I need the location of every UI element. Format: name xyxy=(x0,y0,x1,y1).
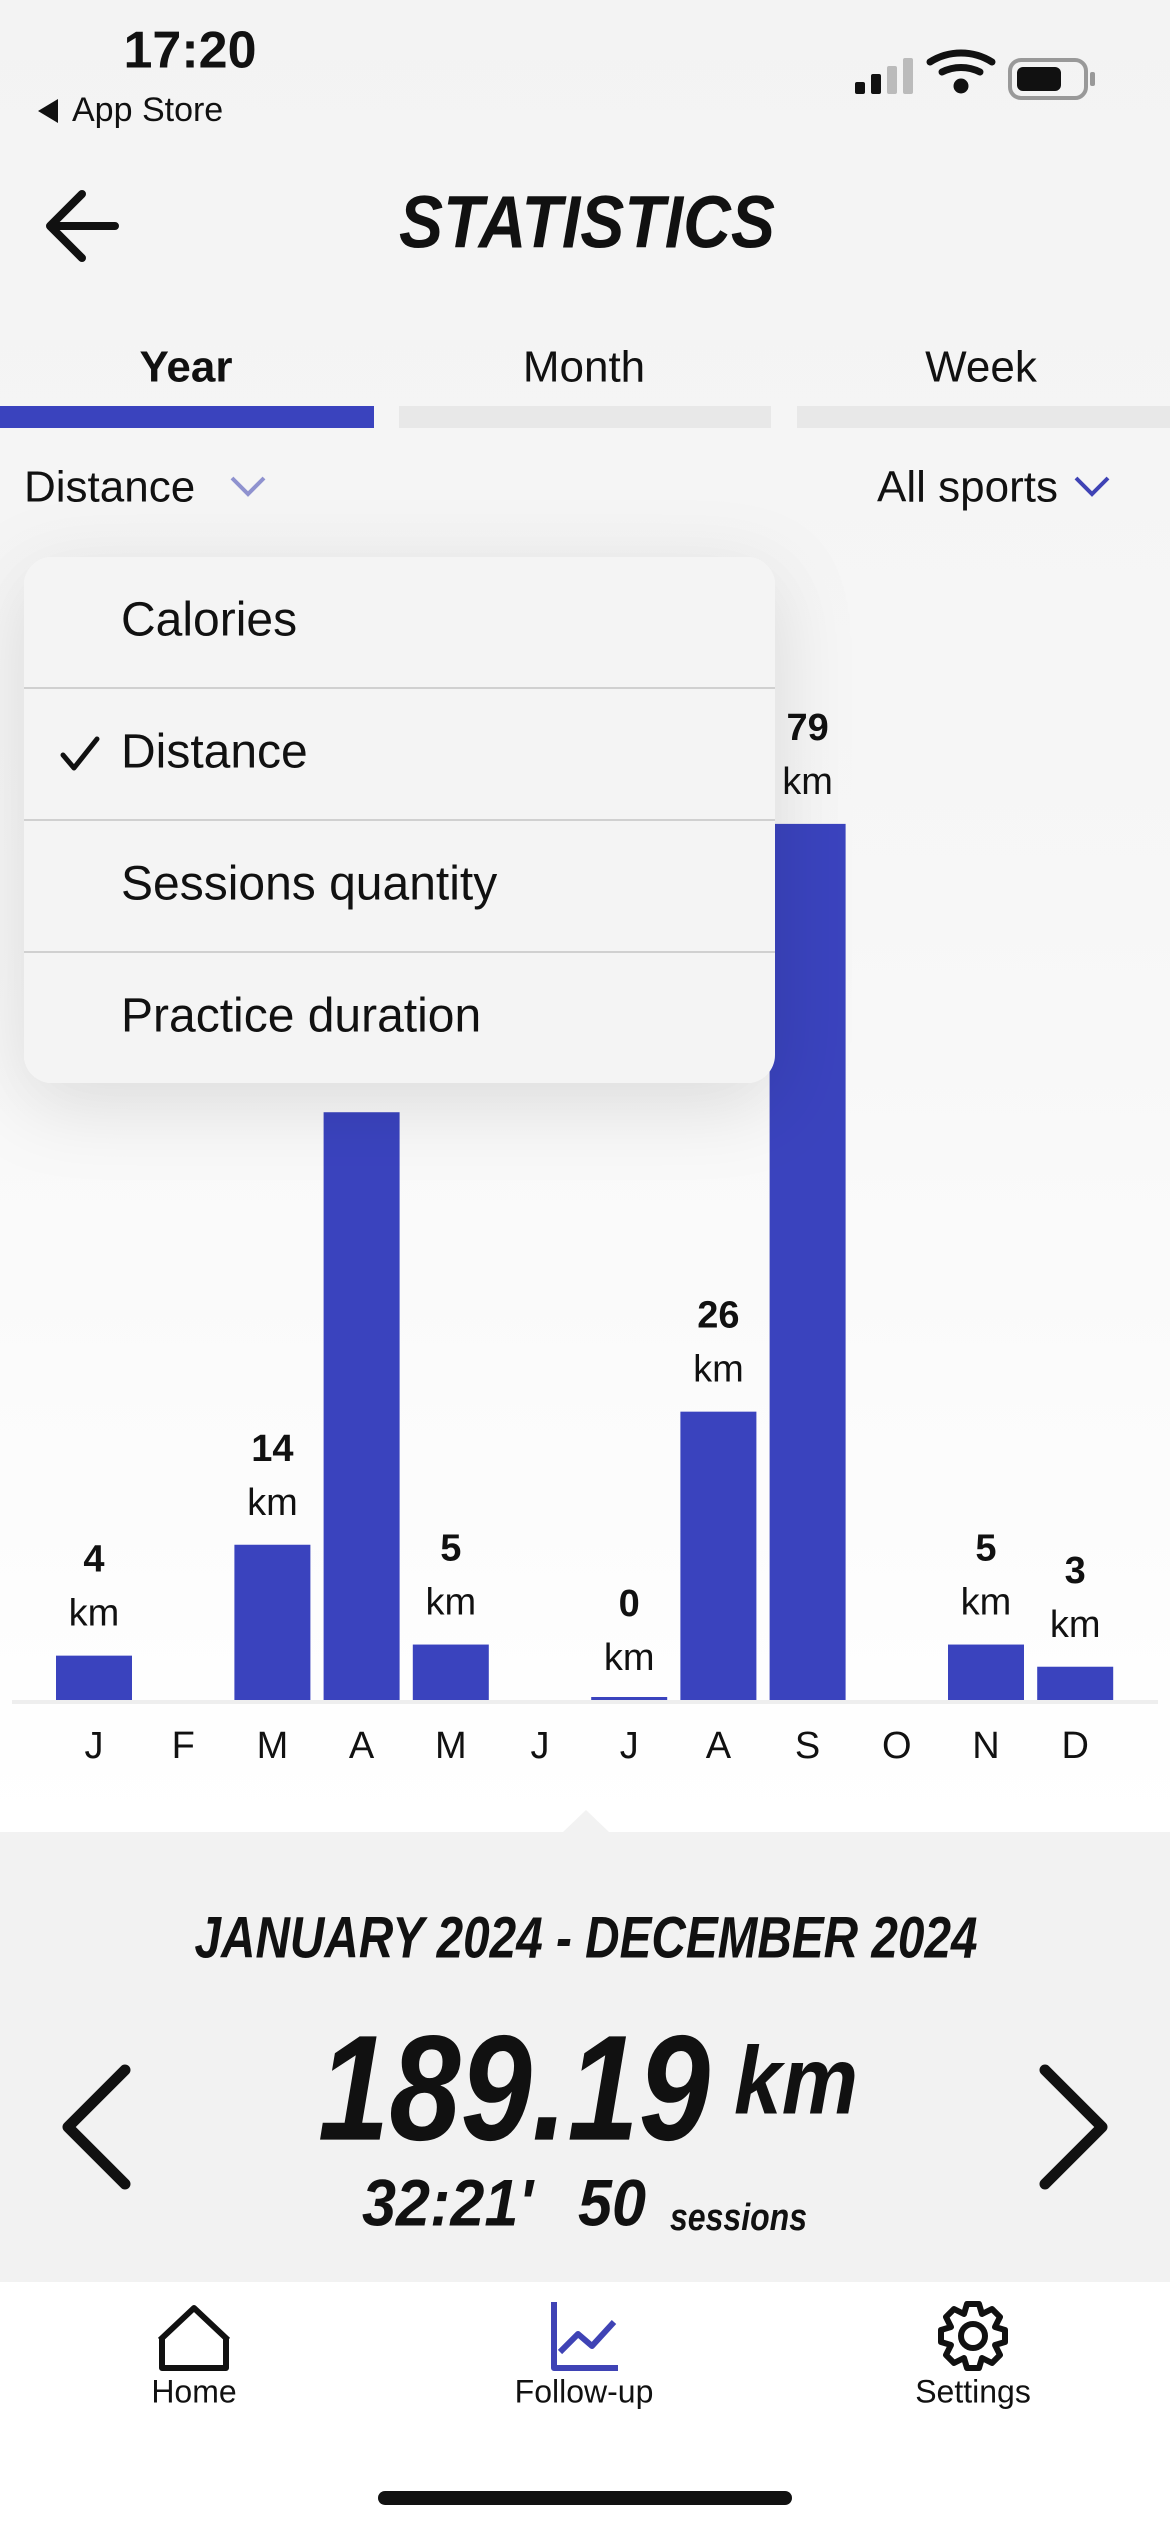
summary-notch xyxy=(562,1810,610,1833)
total-unit: km xyxy=(734,2027,858,2134)
next-button[interactable] xyxy=(1039,2064,1108,2190)
sessions-count: 50 xyxy=(578,2165,646,2239)
data-label-unit: km xyxy=(247,1482,298,1524)
data-label-unit: km xyxy=(69,1593,120,1635)
x-tick-label: A xyxy=(349,1725,375,1767)
x-tick-label: S xyxy=(795,1725,820,1767)
dropdown: Calories Distance Sessions quantity Prac… xyxy=(24,557,775,1083)
x-tick-label: J xyxy=(531,1725,550,1767)
follow-up-icon[interactable] xyxy=(551,2302,618,2371)
total-distance: 189.19 xyxy=(318,2004,710,2172)
tab[interactable]: Year xyxy=(140,343,233,392)
bar xyxy=(1037,1666,1114,1700)
sessions-unit: sessions xyxy=(670,2197,807,2239)
bar xyxy=(412,1644,489,1700)
back-button[interactable] xyxy=(46,190,119,262)
data-label: 26 xyxy=(697,1295,739,1337)
nav-label[interactable]: Follow-up xyxy=(515,2373,654,2409)
data-label: 5 xyxy=(440,1528,461,1570)
x-tick-label: J xyxy=(620,1725,639,1767)
chevron xyxy=(1074,476,1110,497)
data-label-unit: km xyxy=(693,1349,744,1391)
tab-indicator xyxy=(399,406,771,428)
metric-filter[interactable]: Distance xyxy=(24,463,195,512)
dropdown-item[interactable]: Practice duration xyxy=(121,990,481,1043)
x-tick-label: J xyxy=(85,1725,104,1767)
chevron xyxy=(230,476,266,497)
data-label-unit: km xyxy=(961,1582,1012,1624)
signal-icon xyxy=(855,58,913,94)
status-time: 17:20 xyxy=(124,22,257,80)
x-tick-label: O xyxy=(882,1725,912,1767)
nav-label[interactable]: Settings xyxy=(915,2373,1031,2409)
dropdown-item[interactable]: Distance xyxy=(121,726,308,779)
x-tick-label: N xyxy=(972,1725,999,1767)
settings-icon[interactable] xyxy=(938,2301,1008,2371)
duration: 32:21' xyxy=(362,2165,535,2239)
wifi-icon xyxy=(926,49,996,94)
sport-filter[interactable]: All sports xyxy=(877,463,1058,512)
x-tick-label: D xyxy=(1061,1725,1088,1767)
checkmark xyxy=(60,736,100,771)
data-label: 5 xyxy=(975,1528,996,1570)
dropdown-item[interactable]: Calories xyxy=(121,594,297,647)
tab-indicator xyxy=(797,406,1170,428)
period: JANUARY 2024 - DECEMBER 2024 xyxy=(195,1905,978,1970)
tab-indicator xyxy=(0,406,374,428)
data-label-unit: km xyxy=(1050,1604,1101,1646)
data-label: 79 xyxy=(786,707,828,749)
bar xyxy=(323,1112,400,1700)
data-label: 4 xyxy=(83,1539,104,1581)
nav-label[interactable]: Home xyxy=(151,2373,236,2409)
x-tick-label: F xyxy=(172,1725,195,1767)
bar xyxy=(56,1655,132,1700)
bar xyxy=(234,1544,311,1700)
dropdown-item[interactable]: Sessions quantity xyxy=(121,858,497,911)
back-app-icon xyxy=(38,99,58,123)
tab[interactable]: Month xyxy=(523,343,645,392)
bar xyxy=(948,1644,1024,1700)
data-label: 3 xyxy=(1065,1550,1086,1592)
data-label: 14 xyxy=(251,1428,293,1470)
data-label-unit: km xyxy=(425,1582,476,1624)
data-label-unit: km xyxy=(604,1637,655,1679)
bar xyxy=(769,823,846,1700)
chart: J4kmFM14kmA53kmM5kmJJ0kmA26kmS79kmON5kmD… xyxy=(12,707,1158,1767)
prev-button[interactable] xyxy=(62,2064,131,2190)
x-tick-label: M xyxy=(257,1725,289,1767)
page-title: STATISTICS xyxy=(399,181,775,264)
x-tick-label: M xyxy=(435,1725,467,1767)
bar xyxy=(680,1411,757,1700)
back-app[interactable]: App Store xyxy=(72,91,223,129)
data-label: 0 xyxy=(619,1583,640,1625)
home-indicator xyxy=(378,2491,792,2505)
data-label-unit: km xyxy=(782,761,833,803)
x-tick-label: A xyxy=(706,1725,732,1767)
tab[interactable]: Week xyxy=(925,343,1038,392)
battery-icon xyxy=(1008,58,1095,100)
bar xyxy=(591,1697,668,1700)
summary-panel xyxy=(0,1832,1170,2282)
home-icon[interactable] xyxy=(157,2305,231,2371)
